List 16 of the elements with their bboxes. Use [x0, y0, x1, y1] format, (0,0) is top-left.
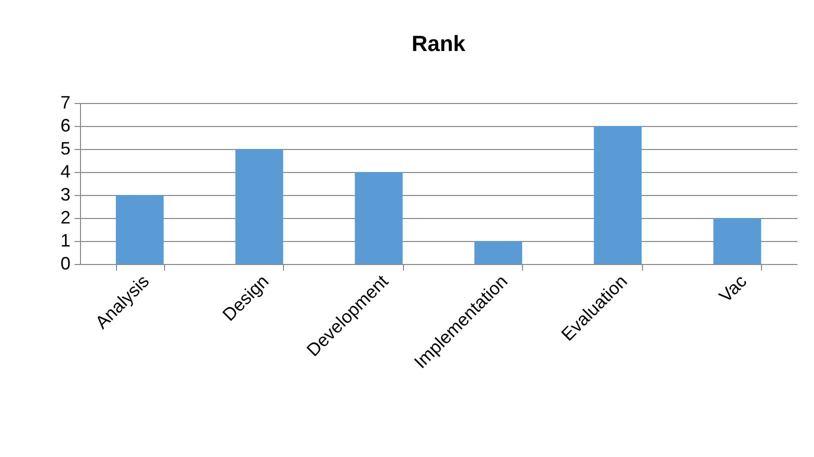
y-tick-label: 5: [60, 138, 70, 158]
bar: [474, 241, 522, 264]
x-tick-label: Vac: [715, 271, 750, 306]
bar: [116, 195, 164, 264]
bar: [354, 172, 403, 264]
y-tick-label: 2: [60, 208, 70, 228]
bar: [713, 218, 762, 264]
bar: [235, 149, 284, 264]
y-tick-label: 3: [60, 184, 70, 204]
y-tick-label: 0: [60, 254, 70, 274]
y-tick-label: 1: [60, 230, 70, 250]
y-tick-label: 7: [60, 92, 70, 112]
y-tick-label: 4: [60, 162, 70, 182]
chart-title: Rank: [412, 31, 466, 56]
bar: [594, 126, 642, 264]
y-tick-label: 6: [60, 116, 70, 136]
